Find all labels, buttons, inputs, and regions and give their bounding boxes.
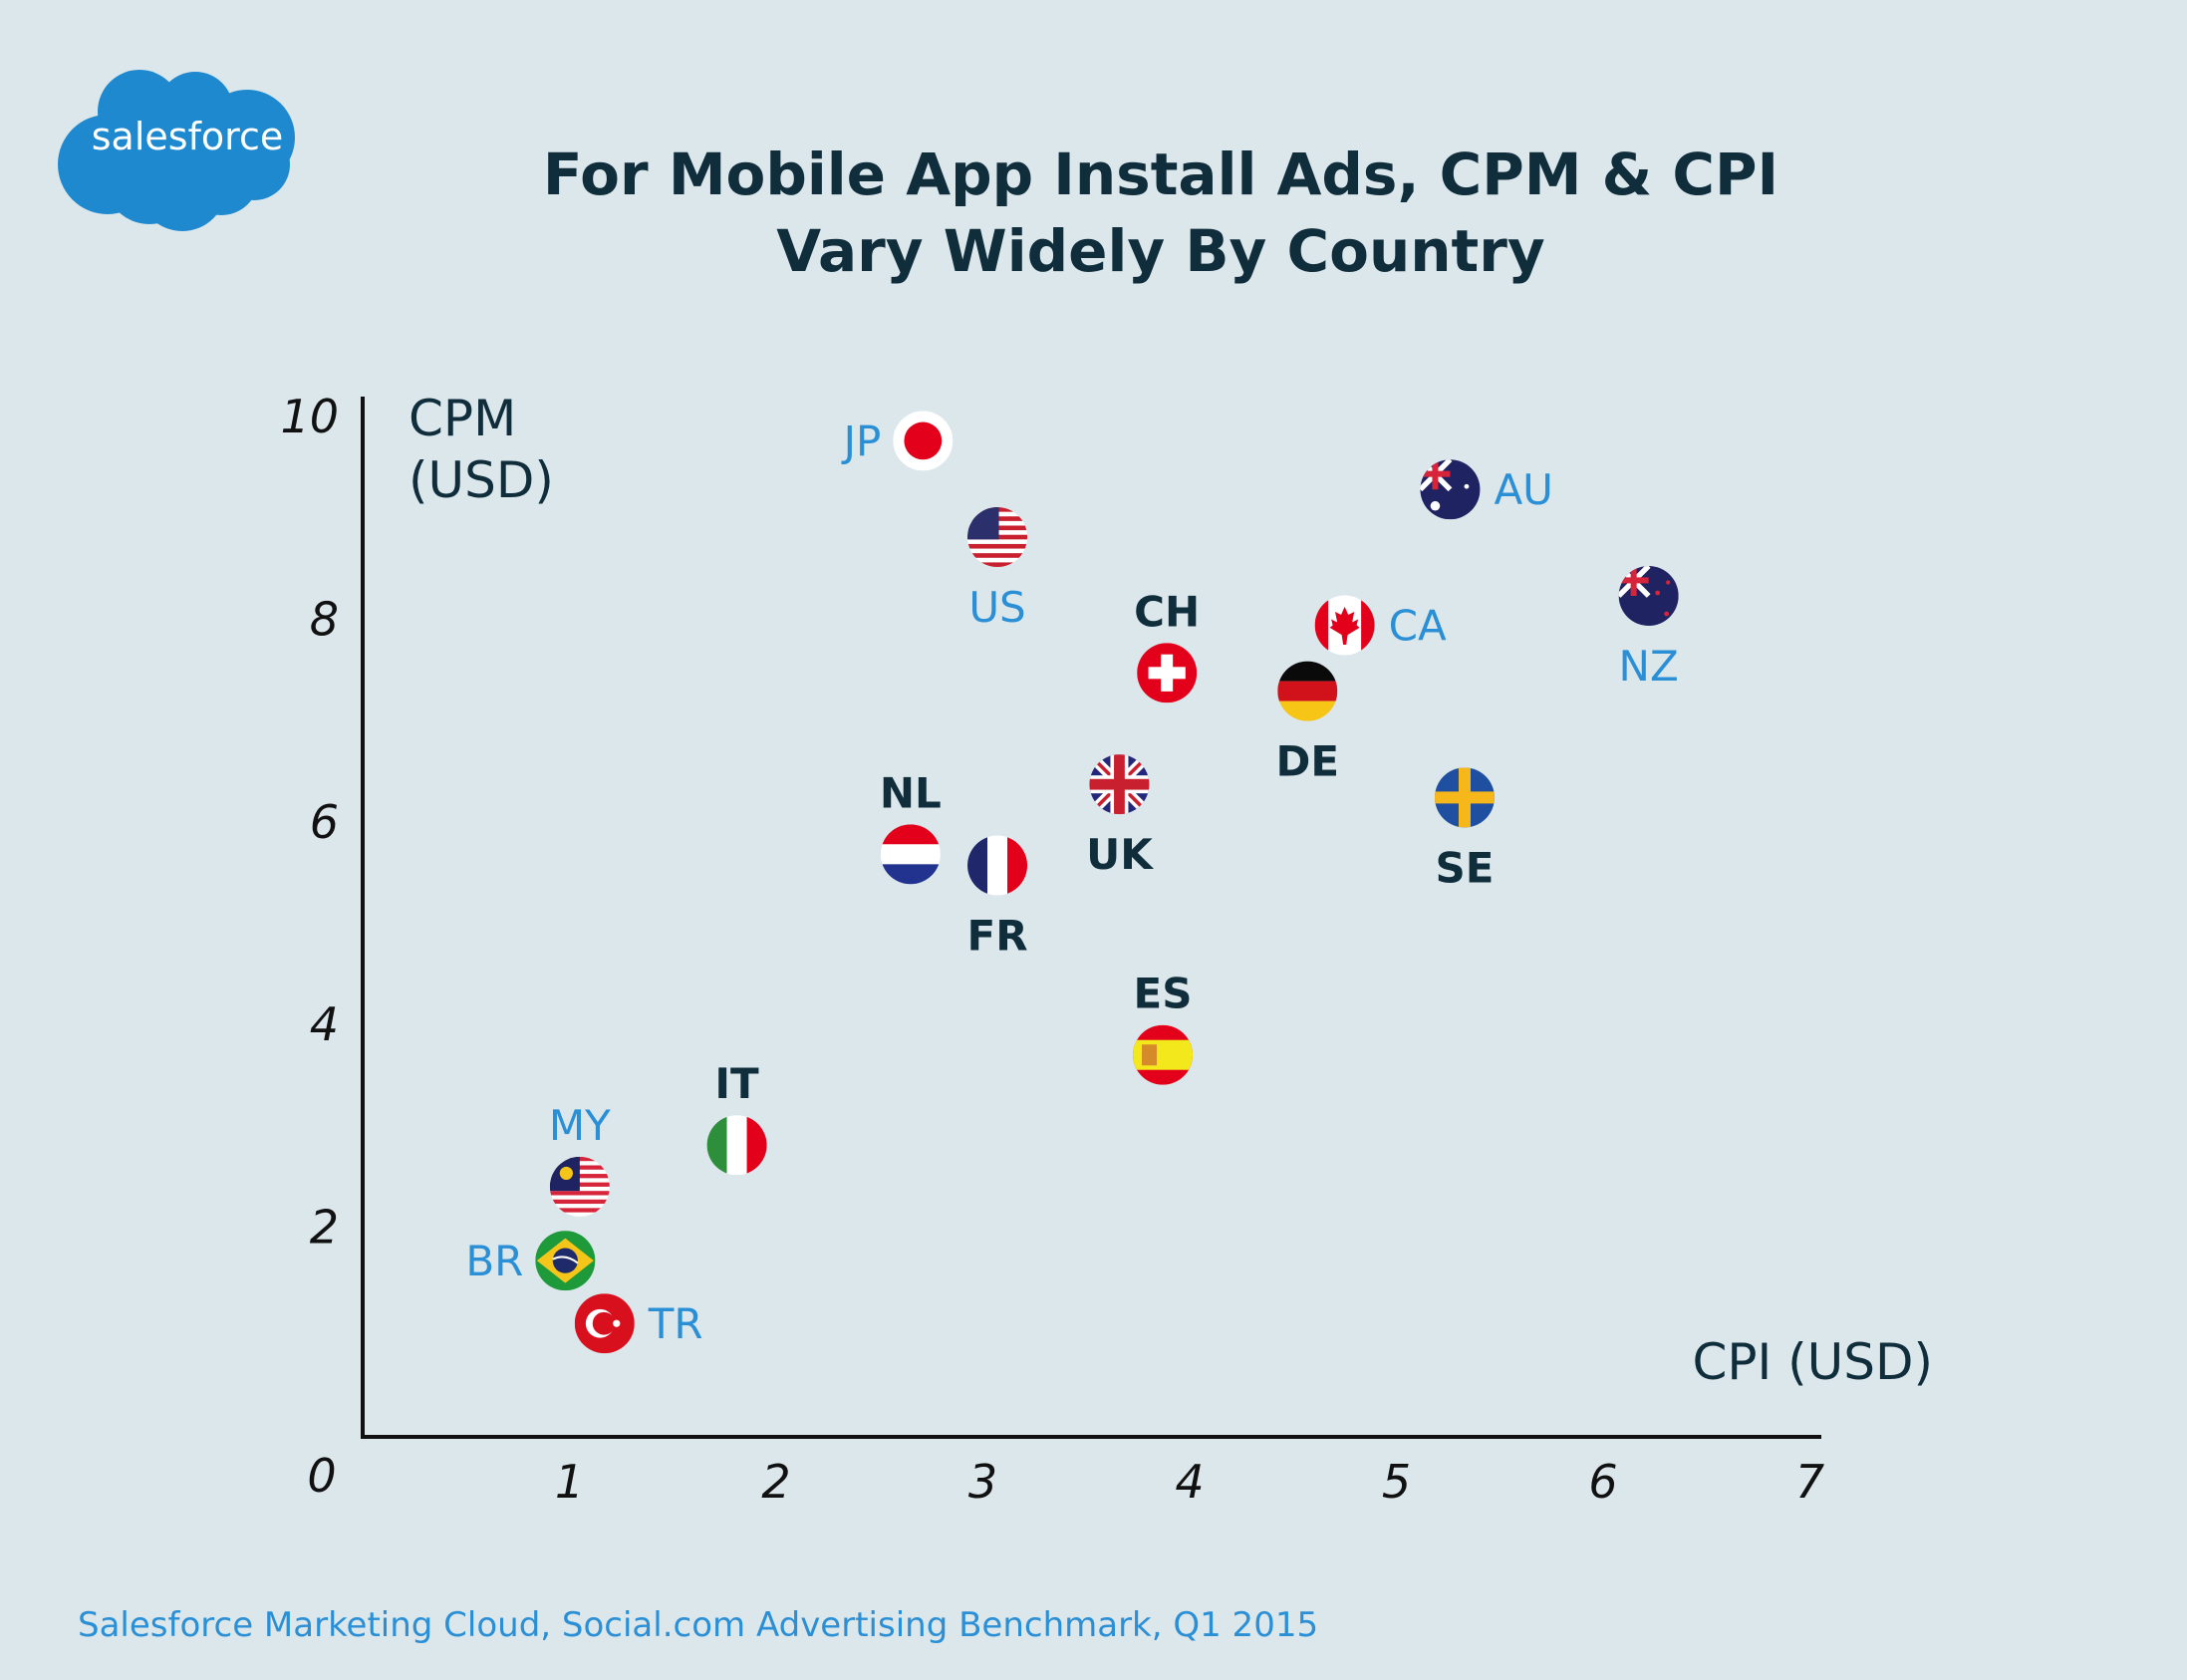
new-zealand-flag-icon	[1618, 566, 1679, 627]
x-tick-label: 5	[1382, 1455, 1411, 1509]
y-tick-label: 10	[280, 390, 339, 443]
y-axis-title-line-1: CPM	[409, 390, 516, 447]
point-label: ES	[1134, 970, 1193, 1018]
sweden-flag-icon	[1434, 767, 1495, 828]
data-point-fr: FR	[967, 835, 1028, 961]
data-point-my: MY	[549, 1101, 611, 1217]
japan-flag-icon	[893, 411, 954, 471]
point-label: FR	[967, 912, 1028, 961]
data-point-it: IT	[706, 1059, 767, 1176]
australia-flag-icon	[1420, 459, 1481, 520]
x-tick-label: 6	[1588, 1455, 1617, 1509]
data-point-ch: CH	[1134, 587, 1200, 703]
turkey-flag-icon	[574, 1293, 635, 1354]
chart-title-line-2: Vary Widely By Country	[776, 217, 1544, 285]
france-flag-icon	[967, 835, 1028, 896]
point-label: IT	[714, 1059, 759, 1108]
data-point-nz: NZ	[1619, 566, 1679, 691]
spain-flag-icon	[1133, 1024, 1194, 1085]
data-point-de: DE	[1275, 661, 1339, 786]
x-tick-label: 2	[761, 1455, 790, 1509]
data-point-uk: UK	[1086, 754, 1154, 879]
malaysia-flag-icon	[549, 1156, 610, 1217]
point-label: CH	[1134, 587, 1200, 636]
point-label: DE	[1275, 737, 1339, 786]
point-label: US	[968, 583, 1025, 632]
point-label: MY	[549, 1101, 611, 1150]
data-point-se: SE	[1434, 767, 1495, 892]
point-label: AU	[1494, 465, 1552, 514]
x-tick-label: 1	[555, 1455, 584, 1509]
x-axis-title: CPI (USD)	[1692, 1333, 1933, 1391]
point-label: UK	[1086, 830, 1154, 879]
data-point-nl: NL	[880, 768, 942, 885]
data-point-us: US	[967, 507, 1028, 632]
x-tick-label: 3	[968, 1455, 997, 1509]
y-tick-label: 4	[310, 997, 339, 1051]
italy-flag-icon	[706, 1115, 767, 1176]
usa-flag-icon	[967, 507, 1028, 568]
x-tick-label: 7	[1795, 1455, 1824, 1509]
salesforce-logo: salesforce	[58, 70, 295, 231]
netherlands-flag-icon	[880, 824, 941, 885]
origin-tick-label: 0	[307, 1449, 336, 1503]
data-point-tr: TR	[574, 1293, 703, 1354]
chart-title-line-1: For Mobile App Install Ads, CPM & CPI	[543, 140, 1778, 208]
point-label: CA	[1389, 602, 1447, 651]
logo-text: salesforce	[92, 115, 284, 158]
point-label: TR	[648, 1299, 703, 1348]
y-tick-label: 6	[310, 795, 339, 849]
switzerland-flag-icon	[1137, 643, 1198, 703]
data-point-ca: CA	[1314, 595, 1447, 656]
point-label: SE	[1435, 843, 1494, 892]
y-tick-labels: 2 4 6 8 10	[280, 390, 339, 1255]
data-point-br: BR	[465, 1231, 596, 1291]
data-points: JP US CH CA DE AU NZ NL FR UK SE ES IT MY BR TR	[465, 411, 1679, 1354]
point-label: JP	[841, 417, 882, 465]
data-point-jp: JP	[841, 411, 954, 471]
point-label: NZ	[1619, 642, 1679, 691]
point-label: NL	[880, 768, 942, 817]
canada-flag-icon	[1314, 595, 1375, 656]
x-tick-labels: 1 2 3 4 5 6 7	[555, 1455, 1824, 1509]
cloud-icon	[58, 70, 295, 231]
y-tick-label: 8	[310, 592, 339, 646]
y-axis-title-line-2: (USD)	[409, 451, 554, 509]
data-point-au: AU	[1420, 459, 1553, 520]
data-point-es: ES	[1133, 970, 1194, 1085]
point-label: BR	[465, 1237, 523, 1285]
x-tick-label: 4	[1175, 1455, 1204, 1509]
y-tick-label: 2	[310, 1201, 339, 1255]
source-footnote: Salesforce Marketing Cloud, Social.com A…	[78, 1605, 1318, 1645]
germany-flag-icon	[1277, 661, 1338, 721]
uk-flag-icon	[1089, 754, 1150, 815]
brazil-flag-icon	[535, 1231, 596, 1291]
